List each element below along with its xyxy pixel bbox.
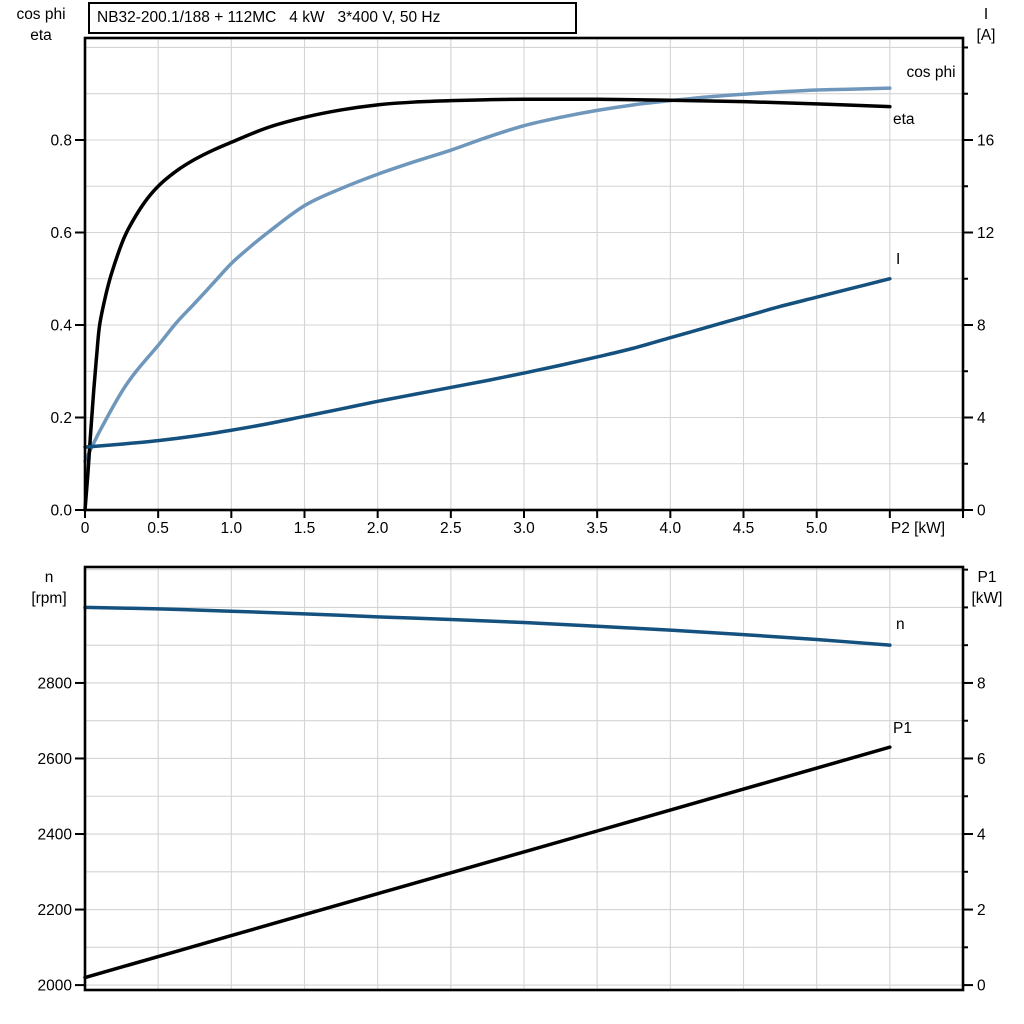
right-tick-label: 16 [977,132,994,149]
eta-curve-label: eta [893,111,915,128]
right-tick-label: 2 [977,902,986,919]
i-curve [83,276,892,449]
x-tick-label: 0 [81,520,90,537]
ticks [75,46,973,518]
right-tick-label: 0 [977,503,986,520]
right-tick-label: 12 [977,225,994,242]
i-curve-label: I [896,251,900,268]
right-tick-label: 4 [977,827,986,844]
p1-curve [83,745,892,980]
tick-labels: 2000 2200 2400 2600 2800 0 2 4 6 8 [38,675,986,994]
left-tick-label: 0.8 [50,132,72,149]
plot-frame [83,565,965,992]
x-tick-label: 3.0 [513,520,535,537]
left-tick-label: 2400 [38,827,73,844]
axis-title-p1-unit: [kW] [971,590,1003,607]
cos-phi-curve-label: cos phi [906,64,955,81]
x-axis-unit-label: P2 [kW] [891,520,945,537]
right-tick-label: 8 [977,675,986,692]
left-tick-label: 0.0 [50,503,72,520]
axis-title-cos-phi: cos phi [16,6,66,23]
x-tick-label: 5.0 [806,520,828,537]
plot-bottom: 2000 2200 2400 2600 2800 0 2 4 6 8 n P1 [38,565,986,995]
left-tick-label: 2000 [38,978,73,995]
x-tick-label: 0.5 [147,520,169,537]
n-curve-label: n [896,616,905,633]
left-tick-label: 0.2 [50,410,72,427]
left-tick-label: 0.6 [50,225,72,242]
x-tick-label: 4.5 [733,520,755,537]
axis-title-p1: P1 [977,569,997,586]
eta-curve [83,97,892,512]
n-curve [83,605,892,647]
axis-title-speed-unit: [rpm] [31,590,67,607]
axis-title-eta: eta [30,27,52,44]
right-tick-label: 4 [977,410,986,427]
cos-phi-curve [83,86,892,464]
axis-title-current: I [983,6,989,23]
top-left-axis-title: cos phi eta [0,4,82,46]
x-tick-label: 1.5 [294,520,316,537]
x-tick-label: 3.5 [586,520,608,537]
chart-title: NB32-200.1/188 + 112MC 4 kW 3*400 V, 50 … [97,9,441,26]
plot-top: 0 0.5 1.0 1.5 2.0 2.5 3.0 3.5 4.0 4.5 5.0 P2 [kW] 0.… [50,36,994,537]
x-tick-label: 4.0 [660,520,682,537]
left-tick-label: 0.4 [50,317,72,334]
x-tick-label: 2.5 [440,520,462,537]
p1-curve-label: P1 [893,720,912,737]
axis-title-speed: n [44,569,54,586]
right-tick-label: 0 [977,978,986,995]
bottom-right-axis-title: P1 [kW] [953,567,1021,609]
x-tick-label: 2.0 [367,520,389,537]
bottom-left-axis-title: n [rpm] [5,567,93,609]
left-tick-label: 2600 [38,751,73,768]
left-tick-label: 2800 [38,675,73,692]
right-tick-label: 8 [977,317,986,334]
right-tick-label: 6 [977,751,986,768]
axis-title-current-unit: [A] [976,27,996,44]
tick-labels: 0 0.5 1.0 1.5 2.0 2.5 3.0 3.5 4.0 4.5 5.0 P2 [kW] 0.… [50,132,994,537]
ticks [75,568,973,987]
gridlines [85,38,963,510]
left-tick-label: 2200 [38,902,73,919]
x-tick-label: 1.0 [221,520,243,537]
gridlines [85,567,963,990]
chart-title-box: NB32-200.1/188 + 112MC 4 kW 3*400 V, 50 … [88,2,577,34]
top-right-axis-title: I [A] [953,4,1019,46]
